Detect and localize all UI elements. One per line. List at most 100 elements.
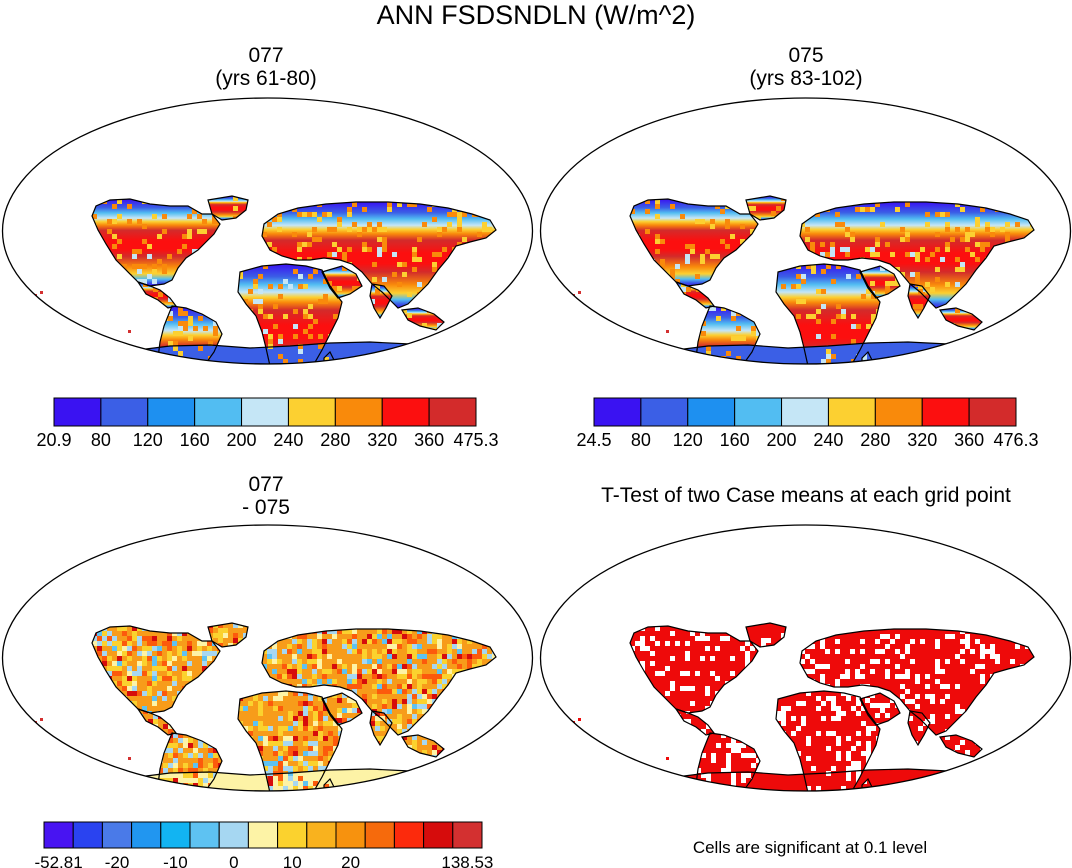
colorbar-box [277,821,308,849]
map-case-077 [1,97,534,365]
colorbar-box [247,821,279,849]
colorbar-label: 200 [227,430,257,450]
colorbar-box [381,397,430,427]
colorbar-label: 80 [631,430,651,450]
region-northAmerica [630,626,758,713]
colorbar-label: 240 [813,430,843,450]
colorbar-box [335,821,366,849]
panel-3-title-line1: 077 [248,473,284,496]
colorbar-box [393,821,425,849]
colorbar-box [218,821,249,849]
island-cell [128,330,131,333]
colorbar-box [428,397,477,427]
colorbar-label: 0 [229,853,238,868]
map-ttest [539,524,1072,792]
panel-3-title-line2: - 075 [242,496,290,519]
panel-4-title: T-Test of two Case means at each grid po… [601,484,1011,507]
colorbar-box [194,397,243,427]
region-australia [962,759,1028,791]
region-seAsia [940,735,982,757]
colorbar-label: 200 [767,430,797,450]
panel-2-title-line2: (yrs 83-102) [749,67,863,90]
island-cell [578,291,581,294]
colorbar-box [734,397,783,427]
island-cell [578,718,581,721]
colorbar-label: 80 [91,430,111,450]
colorbar-label: 360 [954,430,984,450]
colorbar-box [287,397,336,427]
island-cell [666,757,669,760]
panel-2-title-line1: 075 [788,44,824,67]
colorbar-box [423,821,454,849]
colorbar-label: -52.81 [34,853,82,868]
colorbar-case-075: 24.5 80 120 160 200 240 280 320 360 476.3 [576,397,1039,450]
colorbar-box [874,397,923,427]
figure-title: ANN FSDSNDLN (W/m^2) [376,0,696,30]
colorbar-label: 160 [720,430,750,450]
colorbar-box [306,821,337,849]
region-australia [424,332,490,364]
colorbar-label: 476.3 [993,430,1038,450]
colorbar-box [640,397,689,427]
colorbar-label: 20.9 [36,430,71,450]
colorbar-box [147,397,196,427]
colorbar-box [189,821,220,849]
colorbar-case-077: 20.9 80 120 160 200 240 280 320 360 475.3 [36,397,499,450]
significance-note: Cells are significant at 0.1 level [692,838,928,857]
map-case-075 [539,97,1072,365]
colorbar-label: 320 [367,430,397,450]
colorbar-label: 360 [414,430,444,450]
map-border [1,524,534,792]
colorbar-label: -10 [163,853,188,868]
colorbar-label: 120 [673,430,703,450]
colorbar-label: 138.53 [441,853,493,868]
colorbar-label: 280 [320,430,350,450]
colorbar-label: 160 [180,430,210,450]
colorbar-box [72,821,103,849]
colorbar-label: 24.5 [576,430,611,450]
island-cell [40,291,43,294]
map-border [539,97,1072,365]
colorbar-box [364,821,395,849]
colorbar-box [43,821,74,849]
region-greenland [208,196,248,220]
colorbar-label: 280 [860,430,890,450]
colorbar-box [921,397,970,427]
colorbar-box [100,397,149,427]
island-cell [128,757,131,760]
colorbar-box [334,397,383,427]
colorbar-box [827,397,876,427]
panel-3-title: 077 - 075 [166,473,366,519]
island-cell [666,330,669,333]
colorbar-label: 10 [283,853,302,868]
map-border [1,97,534,365]
region-centralAmerica [138,282,176,308]
panel-1-title-line1: 077 [248,44,284,67]
region-australia [962,332,1028,364]
colorbar-box [53,397,102,427]
colorbar-label: 320 [907,430,937,450]
region-greenland [746,623,786,647]
colorbar-box [687,397,736,427]
panel-2-title: 075 (yrs 83-102) [706,44,906,90]
region-australia [424,759,490,791]
island-cell [1058,328,1061,331]
panel-1-title: 077 (yrs 61-80) [166,44,366,90]
island-cell [520,328,523,331]
colorbar-box [593,397,642,427]
colorbar-label: 20 [341,853,360,868]
colorbar-box [160,821,191,849]
colorbar-label: -20 [105,853,130,868]
colorbar-label: 475.3 [453,430,498,450]
colorbar-label: 240 [273,430,303,450]
colorbar-label: 120 [133,430,163,450]
colorbar-box [452,821,483,849]
colorbar-box [781,397,829,427]
colorbar-difference: -52.81 -20 -10 0 10 20 138.53 [34,821,493,868]
region-seAsia [402,308,444,330]
island-cell [1058,755,1061,758]
colorbar-box [131,821,162,849]
panel-1-title-line2: (yrs 61-80) [215,67,317,90]
map-difference [1,524,534,792]
map-border [539,524,1072,792]
